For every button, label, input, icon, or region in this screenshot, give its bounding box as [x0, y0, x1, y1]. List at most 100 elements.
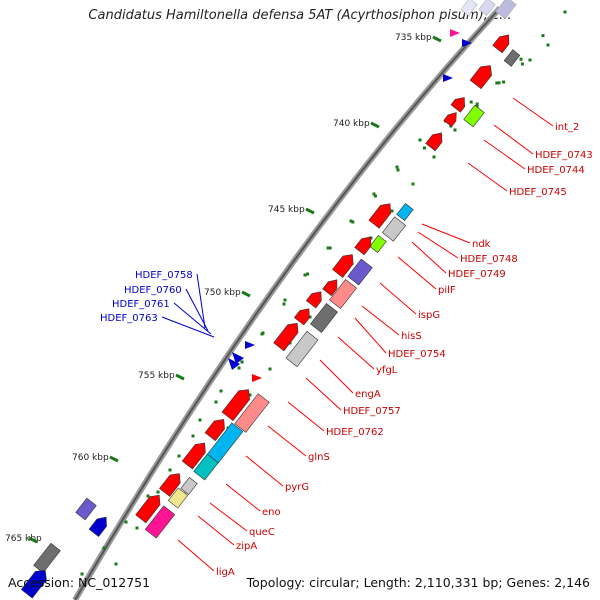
gene-block-shape — [469, 65, 492, 90]
label-leader-line — [417, 231, 459, 259]
gene-label: HDEF_0745 — [509, 187, 567, 198]
gene-block — [285, 330, 319, 368]
gene-block — [478, 0, 496, 16]
tick-mark — [214, 400, 218, 404]
tick-mark — [328, 246, 332, 250]
gene-block-shape — [396, 202, 414, 222]
tick-mark — [373, 194, 377, 198]
gene-block-shape — [193, 453, 219, 481]
accession-text: Accession: NC_012751 — [8, 575, 151, 590]
scale-tick — [432, 35, 442, 43]
label-leader-line — [197, 515, 235, 546]
scale-label: 740 kbp — [333, 119, 370, 129]
gene-block — [204, 418, 225, 442]
tick-mark — [114, 562, 118, 566]
label-leader-line — [411, 241, 447, 274]
gene-block — [273, 322, 299, 352]
label-leader-line — [467, 162, 508, 192]
gene-block — [135, 494, 161, 524]
label-leader-line — [337, 336, 375, 370]
label-leader-line — [361, 305, 400, 336]
gene-label: HDEF_0754 — [388, 349, 446, 360]
label-leader-line — [397, 256, 437, 290]
label-leader-line — [354, 317, 387, 354]
tick-mark — [411, 182, 415, 186]
gene-block — [33, 542, 61, 574]
tick-mark — [502, 80, 506, 84]
gene-label: pilF — [438, 285, 456, 296]
tick-mark — [395, 165, 399, 169]
label-leader-line — [319, 359, 354, 394]
scale-label: 760 kbp — [72, 453, 109, 463]
gene-block — [88, 516, 107, 537]
tick-mark — [351, 220, 355, 224]
gene-block — [193, 453, 219, 481]
tick-mark — [326, 246, 330, 250]
gene-block-shape — [329, 279, 357, 309]
gene-label: pyrG — [285, 482, 309, 493]
gene-label: zipA — [236, 541, 257, 552]
tick-mark — [369, 236, 373, 240]
gene-marker — [245, 341, 255, 349]
tick-mark — [80, 572, 84, 576]
scale-tick — [241, 290, 251, 298]
gene-block — [305, 291, 322, 309]
tick-mark — [495, 81, 499, 85]
tick-mark — [541, 34, 545, 38]
label-leader-line — [493, 124, 534, 155]
tick-mark — [102, 546, 106, 550]
gene-block-shape — [20, 569, 47, 599]
gene-block-shape — [273, 322, 299, 352]
tick-mark — [475, 102, 479, 106]
label-leader-line — [267, 425, 307, 457]
tick-mark — [308, 315, 312, 319]
gene-block-shape — [368, 203, 392, 229]
tick-mark — [268, 367, 272, 371]
tick-mark — [282, 302, 286, 306]
tick-mark — [528, 58, 532, 62]
tick-mark — [240, 360, 244, 364]
label-leader-line — [305, 377, 342, 411]
gene-block-shape — [381, 216, 407, 242]
gene-block — [347, 258, 373, 286]
gene-block-shape — [322, 279, 338, 297]
scale-tick — [305, 207, 315, 215]
label-leader-line — [173, 302, 212, 335]
tick-mark — [248, 393, 252, 397]
label-leader-line — [209, 502, 248, 532]
tick-mark — [519, 57, 523, 61]
gene-block-shape — [463, 104, 485, 128]
tick-mark — [432, 155, 436, 159]
topology-text: Topology: circular; Length: 2,110,331 bp… — [246, 575, 590, 590]
gene-block-shape — [450, 97, 466, 113]
tick-mark — [306, 272, 310, 276]
tick-mark — [283, 298, 287, 302]
gene-block-shape — [75, 497, 97, 521]
tick-mark — [191, 434, 195, 438]
label-leader-line — [161, 316, 215, 338]
gene-block-shape — [234, 393, 270, 433]
gene-block-shape — [181, 442, 206, 470]
gene-block — [234, 393, 270, 433]
gene-block — [460, 0, 478, 16]
gene-label: HDEF_0761 — [112, 299, 170, 310]
tick-mark — [124, 520, 128, 524]
gene-marker — [443, 74, 453, 82]
gene-block-shape — [88, 516, 107, 537]
gene-block-shape — [285, 330, 319, 368]
gene-block — [221, 389, 250, 422]
backbone-line — [74, 7, 501, 600]
tick-mark — [563, 10, 567, 14]
scale-label: 755 kbp — [138, 371, 175, 381]
gene-block-shape — [221, 389, 250, 422]
gene-label: ligA — [216, 567, 235, 578]
gene-label: HDEF_0744 — [527, 165, 585, 176]
gene-label: HDEF_0760 — [124, 285, 182, 296]
tick-mark — [260, 332, 264, 336]
gene-label: yfgL — [376, 365, 398, 376]
gene-block — [20, 569, 47, 599]
label-leader-line — [287, 401, 325, 432]
gene-block — [310, 303, 338, 333]
gene-label: eno — [262, 507, 281, 518]
